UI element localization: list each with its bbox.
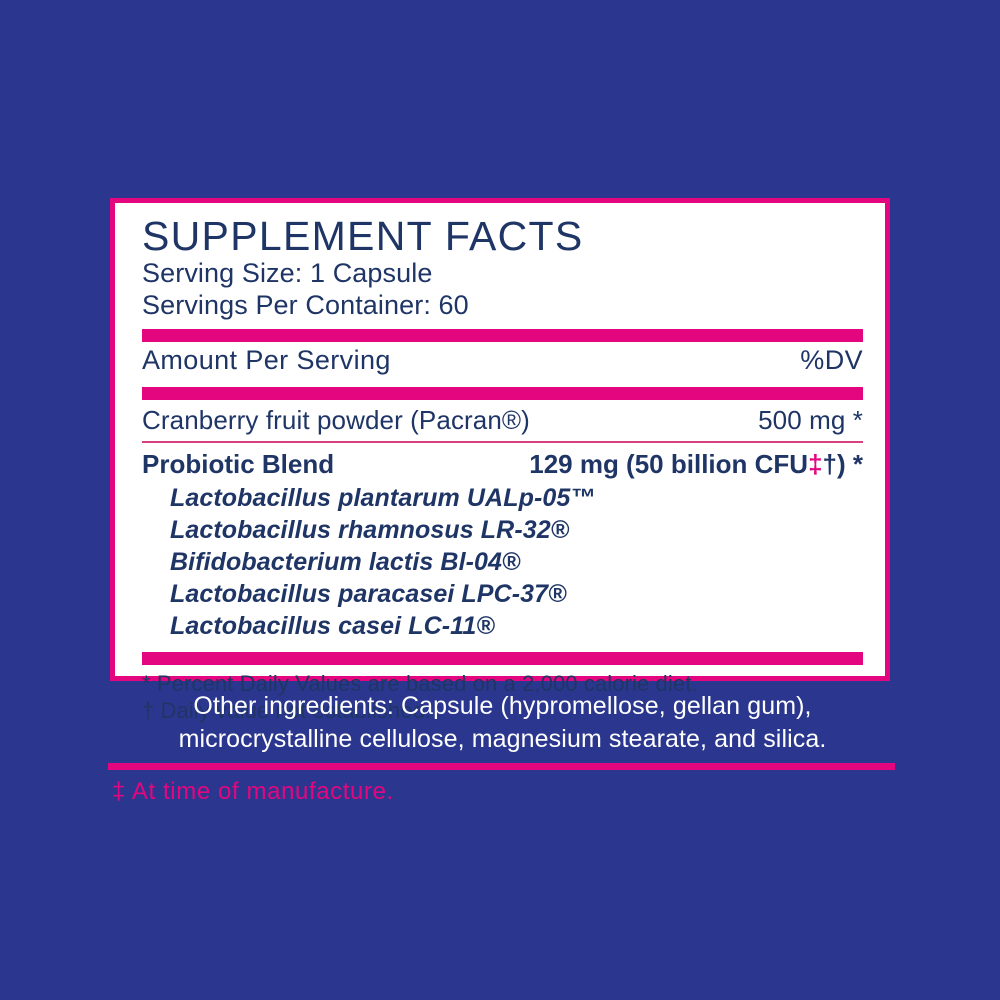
serving-size-line: Serving Size: 1 Capsule <box>142 258 433 289</box>
probiotic-strain-list: Lactobacillus plantarum UALp-05™ Lactoba… <box>142 482 863 642</box>
blend-amount-suffix: ) * <box>837 448 863 479</box>
page-title: SUPPLEMENT FACTS <box>142 213 584 259</box>
list-item: Lactobacillus rhamnosus LR-32® <box>170 515 570 544</box>
divider-thin <box>142 440 863 443</box>
ingredient-amount: 500 mg * <box>758 404 863 435</box>
other-ingredients-line-2: microcrystalline cellulose, magnesium st… <box>178 725 827 753</box>
footnotes-group: * Percent Daily Values are based on a 2,… <box>142 665 863 725</box>
list-item: Lactobacillus paracasei LPC-37® <box>170 579 567 608</box>
amount-per-serving-label: Amount Per Serving <box>142 344 391 375</box>
table-row-blend: Probiotic Blend 129 mg (50 billion CFU‡†… <box>142 443 863 482</box>
manufacture-note: ‡ At time of manufacture. <box>112 778 394 805</box>
amount-per-serving-header: Amount Per Serving %DV <box>142 342 863 380</box>
divider-thick-second <box>142 386 863 400</box>
supplement-facts-content: SUPPLEMENT FACTS Serving Size: 1 Capsule… <box>142 213 863 725</box>
other-ingredients-text: Other ingredients: Capsule (hypromellose… <box>110 690 895 756</box>
other-ingredients-line-1: Other ingredients: Capsule (hypromellose… <box>193 692 812 720</box>
table-row: Cranberry fruit powder (Pacran®) 500 mg … <box>142 400 863 441</box>
footnote-daily-value-not-established: † Daily value not established. <box>142 697 432 723</box>
divider-thick-bottom <box>142 651 863 665</box>
servings-per-container-line: Servings Per Container: 60 <box>142 289 469 320</box>
dagger-icon: † <box>822 448 837 479</box>
divider-bottom-rule <box>108 763 895 770</box>
list-item: Lactobacillus plantarum UALp-05™ <box>170 483 596 512</box>
list-item: Lactobacillus casei LC-11® <box>170 611 495 640</box>
footnote-percent-daily-value: * Percent Daily Values are based on a 2,… <box>142 670 698 696</box>
blend-amount-prefix: 129 mg (50 billion CFU <box>529 448 809 479</box>
percent-dv-label: %DV <box>800 344 863 375</box>
blend-name: Probiotic Blend <box>142 448 335 479</box>
blend-amount: 129 mg (50 billion CFU‡†) * <box>529 449 863 480</box>
ingredient-name: Cranberry fruit powder (Pacran®) <box>142 404 530 435</box>
list-item: Bifidobacterium lactis Bl-04® <box>170 547 521 576</box>
supplement-facts-panel: SUPPLEMENT FACTS Serving Size: 1 Capsule… <box>110 198 890 723</box>
divider-thick-top <box>142 328 863 342</box>
double-dagger-icon: ‡ <box>808 448 823 479</box>
